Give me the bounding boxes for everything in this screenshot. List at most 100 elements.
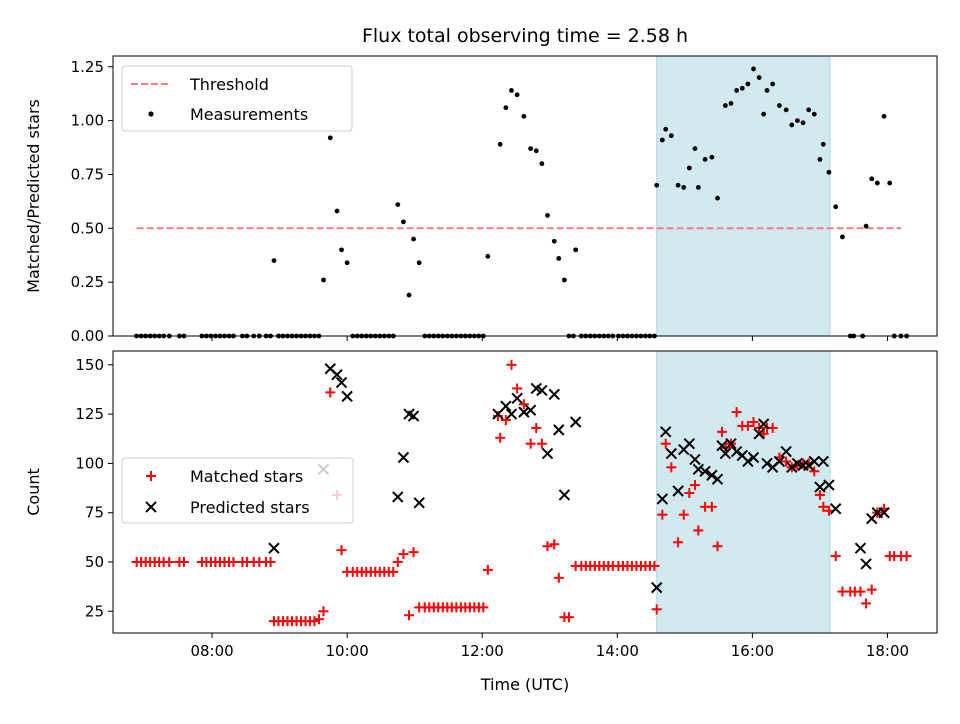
- measurement-point: [659, 137, 665, 143]
- measurement-point: [416, 260, 422, 266]
- matched-star-point: [678, 509, 689, 520]
- predicted-star-point: [683, 437, 696, 450]
- x-tick-label: 10:00: [326, 642, 369, 660]
- y-tick-label: 50: [85, 553, 104, 571]
- bottom-panel: 25 50 75 100 125 150 08:00 10:00 12:00 14:00 16:0…: [24, 350, 938, 694]
- measurement-point: [826, 169, 832, 175]
- measurement-point: [521, 113, 527, 119]
- predicted-star-point: [505, 408, 518, 420]
- legend-predicted-swatch: [145, 501, 157, 513]
- predicted-star-point: [780, 445, 792, 458]
- legend-threshold-label: Threshold: [189, 75, 269, 94]
- top-axes-frame: [112, 55, 938, 337]
- bottom-legend: Matched stars Predicted stars: [121, 457, 354, 524]
- measurement-point: [881, 113, 887, 119]
- measurement-point: [551, 238, 557, 244]
- y-tick-label: 25: [85, 602, 104, 620]
- y-tick-label: 0.50: [71, 219, 104, 237]
- predicted-star-point: [860, 558, 872, 570]
- measurement-point: [863, 223, 869, 229]
- measurement-point: [806, 107, 812, 113]
- x-tick-label: 14:00: [596, 642, 639, 660]
- measurement-point: [539, 161, 545, 167]
- matched-star-point: [866, 584, 877, 595]
- top-legend-box: [121, 65, 353, 132]
- matched-star-point: [408, 547, 419, 558]
- x-tick-label: 18:00: [866, 642, 909, 660]
- measurement-point: [681, 184, 687, 190]
- legend-predicted-label: Predicted stars: [190, 498, 310, 517]
- measurement-point: [722, 103, 728, 108]
- y-tick-label: 0.00: [71, 327, 104, 345]
- measurement-point: [663, 126, 669, 132]
- y-tick-label: 100: [75, 454, 104, 472]
- predicted-star-point: [335, 376, 348, 389]
- matched-star-point: [563, 612, 574, 623]
- chart-title: Flux total observing time = 2.58 h: [362, 25, 688, 47]
- predicted-star-point: [341, 390, 353, 403]
- predicted-star-point: [802, 459, 815, 472]
- predicted-star-point: [878, 506, 890, 519]
- legend-measurements-swatch: [148, 111, 154, 117]
- matched-star-point: [228, 557, 239, 568]
- measurement-point: [795, 118, 800, 124]
- top-legend: Threshold Measurements: [121, 65, 353, 132]
- bottom-y-ticks: 25 50 75 100 125 150: [75, 356, 113, 620]
- predicted-star-point: [730, 445, 743, 458]
- measurement-point: [509, 88, 514, 93]
- measurement-point: [395, 202, 401, 208]
- matched-star-point: [823, 505, 834, 516]
- predicted-star-point: [814, 481, 826, 493]
- measurement-point: [770, 81, 776, 87]
- matched-star-point: [830, 551, 841, 562]
- measurement-point: [761, 111, 767, 117]
- matched-star-point: [901, 551, 912, 562]
- matched-star-point: [512, 383, 523, 394]
- predicted-star-point: [773, 455, 786, 468]
- measurement-point: [783, 107, 789, 113]
- matched-star-point: [531, 422, 542, 433]
- predicted-star-point: [725, 437, 737, 450]
- matched-star-point: [388, 566, 399, 577]
- measurement-point: [709, 154, 715, 160]
- predicted-star-point: [407, 410, 420, 422]
- bottom-x-ticks: 08:00 10:00 12:00 14:00 16:00 18:00: [190, 633, 909, 660]
- legend-matched-label: Matched stars: [190, 467, 303, 486]
- bottom-legend-box: [121, 457, 354, 524]
- predicted-star-point: [536, 384, 548, 397]
- predicted-star-point: [742, 455, 754, 468]
- predicted-star-point: [672, 485, 684, 497]
- matched-star-point: [506, 359, 517, 370]
- predicted-star-point: [331, 368, 343, 381]
- predicted-star-point: [854, 542, 867, 554]
- measurement-point: [406, 292, 412, 298]
- measurement-point: [820, 141, 826, 147]
- matched-star-point: [855, 586, 866, 597]
- measurement-point: [321, 277, 326, 283]
- predicted-star-point: [719, 447, 732, 460]
- bottom-shaded-region: [656, 351, 831, 633]
- matched-star-point: [657, 509, 668, 520]
- matched-star-point: [404, 610, 415, 621]
- matched-star-point: [861, 598, 872, 609]
- matched-star-point: [716, 426, 727, 437]
- measurement-point: [702, 156, 708, 162]
- predicted-star-point: [692, 463, 705, 476]
- measurement-point: [401, 219, 406, 225]
- predicted-star-point: [553, 424, 565, 436]
- measurement-point: [503, 105, 509, 111]
- x-axis-label: Time (UTC): [480, 675, 569, 694]
- matched-star-point: [542, 541, 553, 552]
- legend-matched-swatch: [146, 471, 156, 481]
- matched-star-point: [767, 422, 778, 433]
- measurement-point: [751, 66, 756, 72]
- measurement-point: [756, 75, 762, 80]
- bottom-marks: [131, 359, 912, 627]
- predicted-star-point: [823, 479, 835, 491]
- measurement-point: [874, 180, 880, 186]
- measurement-point: [327, 135, 333, 141]
- measurement-point: [715, 195, 720, 201]
- predicted-star-point: [706, 469, 718, 481]
- predicted-star-point: [660, 426, 672, 438]
- measurement-point: [556, 256, 562, 261]
